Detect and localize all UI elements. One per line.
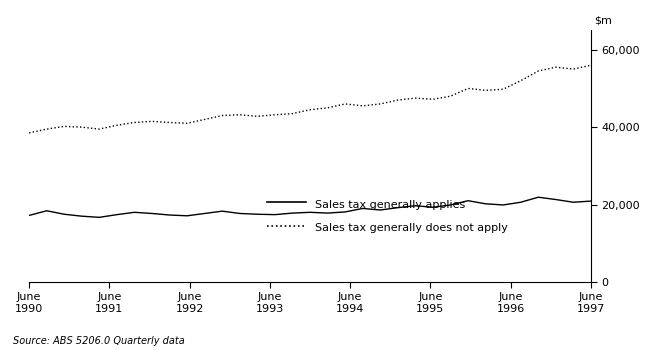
Text: $m: $m (594, 15, 612, 25)
Legend: Sales tax generally applies, Sales tax generally does not apply: Sales tax generally applies, Sales tax g… (263, 193, 512, 239)
Text: Source: ABS 5206.0 Quarterly data: Source: ABS 5206.0 Quarterly data (13, 336, 185, 346)
